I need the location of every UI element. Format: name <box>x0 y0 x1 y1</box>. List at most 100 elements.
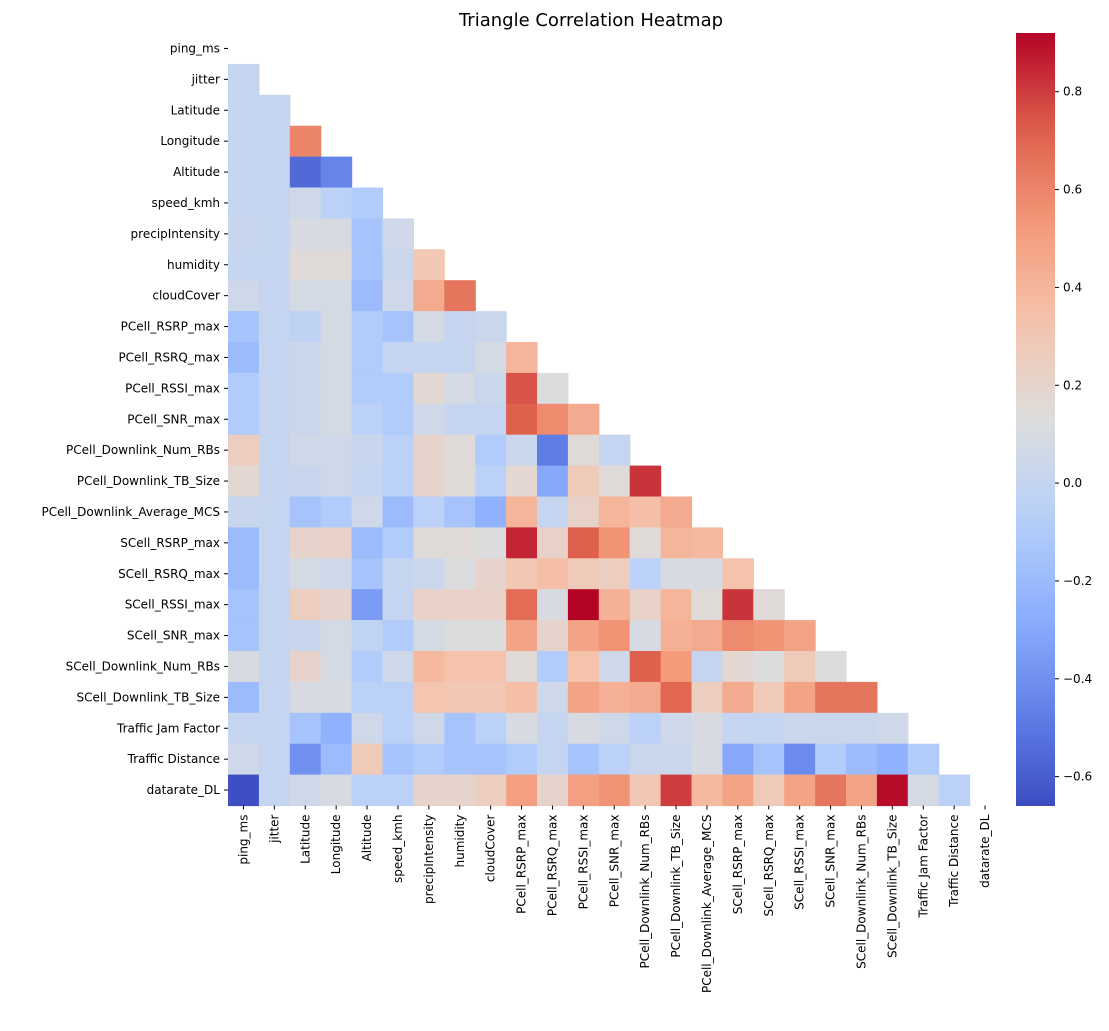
x-tick-label: PCell_RSRP_max <box>515 815 529 914</box>
heatmap-cell <box>228 558 260 590</box>
heatmap-cell <box>660 681 693 714</box>
heatmap-cell <box>320 620 353 652</box>
heatmap-cell <box>784 681 816 714</box>
heatmap-cell <box>289 125 322 158</box>
heatmap-cell <box>475 342 507 374</box>
heatmap-cell <box>351 712 384 745</box>
heatmap-cell <box>537 712 569 745</box>
heatmap-cell <box>629 620 662 652</box>
x-tick-label: Traffic Jam Factor <box>916 814 930 918</box>
heatmap-cell <box>938 774 971 807</box>
y-tick-label: SCell_SNR_max <box>127 629 220 643</box>
heatmap-cell <box>320 218 353 250</box>
heatmap-cell <box>351 372 384 405</box>
heatmap-cell <box>351 527 384 559</box>
heatmap-cell <box>506 774 538 807</box>
heatmap-cell <box>629 651 662 683</box>
heatmap-cell <box>320 774 353 807</box>
heatmap-cell <box>382 218 414 250</box>
colorbar-tick-label: 0.8 <box>1063 85 1082 99</box>
heatmap-cell <box>691 620 723 652</box>
y-tick-label: PCell_Downlink_Average_MCS <box>41 505 220 519</box>
heatmap-cell <box>784 620 816 652</box>
heatmap-cell <box>691 681 723 714</box>
heatmap-cell <box>537 558 569 590</box>
heatmap-cell <box>506 465 538 498</box>
heatmap-cell <box>228 712 260 745</box>
y-tick-label: Traffic Jam Factor <box>116 721 220 735</box>
heatmap-cell <box>413 681 445 714</box>
heatmap-cell <box>876 712 909 745</box>
heatmap-cell <box>567 465 600 498</box>
x-tick-label: cloudCover <box>484 814 498 882</box>
heatmap-cell <box>351 218 384 250</box>
heatmap-cell <box>228 249 260 281</box>
y-tick-label: cloudCover <box>152 289 220 303</box>
heatmap-cell <box>444 743 476 776</box>
heatmap-cell <box>629 558 662 590</box>
colorbar-tick-label: 0.4 <box>1063 280 1082 294</box>
heatmap-cell <box>537 589 569 621</box>
heatmap-cell <box>907 774 940 807</box>
heatmap-cell <box>258 681 291 714</box>
x-tick-label: datarate_DL <box>978 814 992 888</box>
heatmap-cell <box>537 372 569 405</box>
heatmap-cell <box>691 651 723 683</box>
colorbar-tick-label: 0.2 <box>1063 378 1082 392</box>
heatmap-cell <box>629 712 662 745</box>
heatmap-cell <box>506 342 538 374</box>
heatmap-cell <box>846 774 878 807</box>
heatmap-cell <box>258 527 291 559</box>
heatmap-cell <box>444 342 476 374</box>
x-tick-label: SCell_SNR_max <box>824 815 838 908</box>
heatmap-cell <box>722 743 754 776</box>
heatmap-cell <box>258 342 291 374</box>
heatmap-cell <box>382 372 414 405</box>
heatmap-cell <box>567 620 600 652</box>
y-tick-label: precipIntensity <box>131 227 220 241</box>
heatmap-cell <box>722 651 754 683</box>
heatmap-cell <box>598 774 631 807</box>
heatmap-cell <box>382 527 414 559</box>
heatmap-cell <box>289 311 322 343</box>
heatmap-cell <box>413 651 445 683</box>
heatmap-cell <box>258 496 291 528</box>
heatmap-cell <box>289 434 322 467</box>
y-tick-label: SCell_Downlink_TB_Size <box>77 690 220 704</box>
heatmap-cell <box>413 280 445 312</box>
heatmap-cell <box>598 465 631 498</box>
x-tick-label: PCell_Downlink_TB_Size <box>669 815 683 958</box>
heatmap-cell <box>258 311 291 343</box>
heatmap-cell <box>598 496 631 528</box>
heatmap-cell <box>289 651 322 683</box>
heatmap-cell <box>258 434 291 467</box>
heatmap-cell <box>351 681 384 714</box>
heatmap-cell <box>382 403 414 436</box>
heatmap-cell <box>228 496 260 528</box>
heatmap-cell <box>660 774 693 807</box>
colorbar-tick-label: 0.6 <box>1063 183 1082 197</box>
heatmap-cell <box>753 681 785 714</box>
heatmap-cell <box>289 156 322 189</box>
heatmap-cell <box>258 651 291 683</box>
heatmap-cell <box>413 249 445 281</box>
heatmap-cell <box>598 589 631 621</box>
heatmap-cell <box>258 372 291 405</box>
heatmap-cell <box>537 774 569 807</box>
heatmap-cell <box>444 280 476 312</box>
heatmap-cell <box>228 125 260 158</box>
heatmap-cell <box>691 589 723 621</box>
heatmap-cell <box>567 743 600 776</box>
heatmap-cell <box>722 712 754 745</box>
heatmap-cell <box>753 620 785 652</box>
heatmap-cell <box>629 774 662 807</box>
heatmap-cell <box>629 465 662 498</box>
heatmap-cell <box>228 372 260 405</box>
x-tick-label: ping_ms <box>236 815 250 865</box>
y-tick-label: SCell_RSRP_max <box>120 536 220 550</box>
x-tick-label: SCell_RSSI_max <box>793 815 807 910</box>
heatmap-cell <box>506 589 538 621</box>
heatmap-cell <box>598 620 631 652</box>
heatmap-cell <box>444 465 476 498</box>
